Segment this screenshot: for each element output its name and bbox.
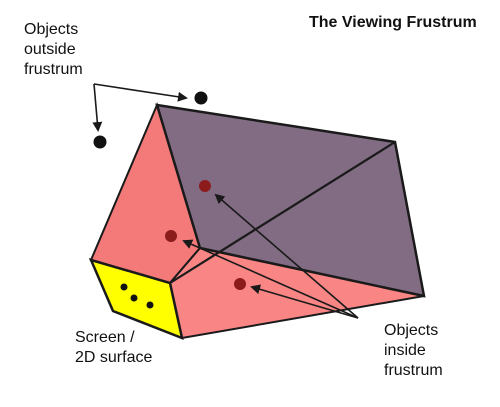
- inside-object-dot: [234, 278, 246, 290]
- screen-projection-dot: [146, 301, 154, 309]
- inside-arrow-line: [250, 284, 359, 319]
- screen-label-line1: Screen /: [75, 329, 135, 346]
- outside-arrow-line: [93, 83, 188, 102]
- diagram-title: The Viewing Frustrum: [309, 14, 477, 31]
- outside-label-line1: Objects: [24, 21, 79, 38]
- outside-object-dot: [93, 135, 107, 149]
- screen-label-line2: 2D surface: [75, 349, 153, 366]
- outside-arrow-line: [92, 83, 103, 132]
- outside-object-dot: [194, 91, 208, 105]
- inside-object-dot: [165, 230, 177, 242]
- outside-label-line2: outside: [24, 41, 76, 58]
- inside-label-line1: Objects: [384, 322, 439, 339]
- inside-label-line2: inside: [384, 342, 426, 359]
- inside-arrow-line: [182, 239, 359, 319]
- inside-object-dot: [199, 180, 211, 192]
- screen-projection-dot: [130, 294, 138, 302]
- frustum-inner-edge: [169, 141, 396, 284]
- outside-label-line3: frustrum: [24, 61, 83, 78]
- inside-label-line3: frustrum: [384, 362, 443, 379]
- inside-arrow-line: [214, 193, 359, 319]
- screen-projection-dot: [120, 283, 128, 291]
